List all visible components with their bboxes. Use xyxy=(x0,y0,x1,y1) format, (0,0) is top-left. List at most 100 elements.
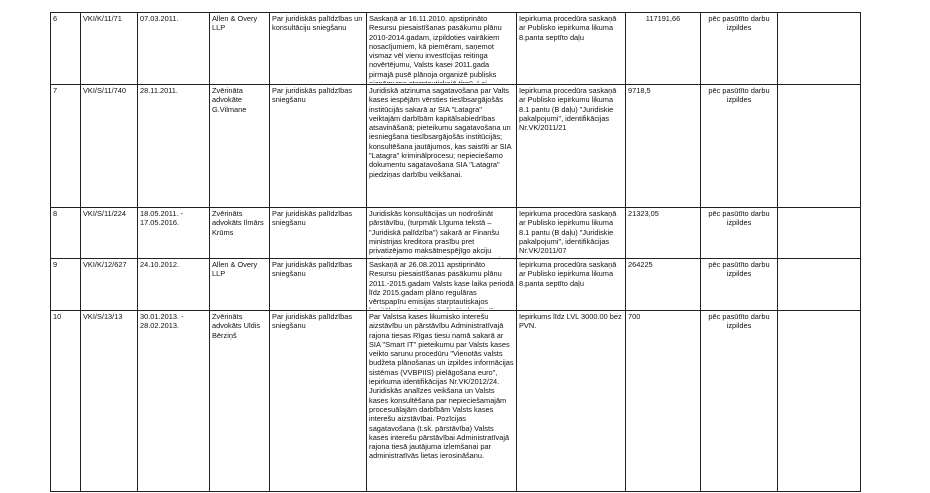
contract-description-text: Saskaņā ar 16.11.2010. apstiprināto Resu… xyxy=(369,14,502,83)
contract-amount: 700 xyxy=(625,310,701,492)
payment-terms: pēc pasūtīto darbu izpildes xyxy=(700,84,778,208)
procurement-procedure: Iepirkuma procedūra saskaņā ar Publisko … xyxy=(516,12,626,85)
payment-terms: pēc pasūtīto darbu izpildes xyxy=(700,207,778,259)
provider-name-text: Zvērināts advokāts Uldis Bērziņš xyxy=(212,312,261,340)
contract-amount: 117191,66 xyxy=(625,12,701,85)
procurement-procedure: Iepirkuma procedūra saskaņā ar Publisko … xyxy=(516,84,626,208)
row-number-text: 7 xyxy=(53,86,58,95)
note-cell xyxy=(777,84,861,208)
row-number-text: 10 xyxy=(53,312,62,321)
procurement-procedure-text: Iepirkuma procedūra saskaņā ar Publisko … xyxy=(519,14,617,42)
contract-id: VKI/K/12/627 xyxy=(80,258,138,311)
contract-description-text: Juridiskās konsultācijas un nodrošināt p… xyxy=(369,209,507,257)
contract-description: Saskaņā ar 16.11.2010. apstiprināto Resu… xyxy=(366,12,517,85)
payment-terms-text: pēc pasūtīto darbu izpildes xyxy=(708,209,770,228)
contract-id: VKI/S/11/740 xyxy=(80,84,138,208)
contract-amount-text: 21323,05 xyxy=(628,209,659,218)
contract-amount-text: 264225 xyxy=(628,260,653,269)
contract-description: Saskaņā ar 26.08.2011 apstiprināto Resur… xyxy=(366,258,517,311)
note-cell-text xyxy=(780,312,858,490)
contract-description-text: Saskaņā ar 26.08.2011 apstiprināto Resur… xyxy=(369,260,514,309)
procurement-procedure-text: Iepirkuma procedūra saskaņā ar Publisko … xyxy=(519,86,617,133)
provider-name-text: Zvērināts advokāts Ilmārs Krūms xyxy=(212,209,264,237)
row-number: 8 xyxy=(50,207,81,259)
payment-terms: pēc pasūtīto darbu izpildes xyxy=(700,310,778,492)
row-number-text: 9 xyxy=(53,260,58,269)
contract-description: Par Valstsa kases likumisko interešu aiz… xyxy=(366,310,517,492)
contract-date-text: 07.03.2011. xyxy=(140,14,179,23)
note-cell xyxy=(777,258,861,311)
contract-date: 07.03.2011. xyxy=(137,12,210,85)
contract-id-text: VKI/K/12/627 xyxy=(83,260,127,269)
contract-subject: Par juridiskās palīdzības sniegšanu xyxy=(269,207,367,259)
contract-date-text: 18.05.2011. - 17.05.2016. xyxy=(140,209,184,228)
note-cell-text xyxy=(780,209,858,257)
contract-subject-text: Par juridiskās palīdzības sniegšanu xyxy=(272,86,353,105)
provider-name: Allen & Overy LLP xyxy=(209,258,270,311)
table-row: 9 VKI/K/12/627 24.10.2012. Allen & Overy LL… xyxy=(50,258,861,311)
contract-date-text: 24.10.2012. xyxy=(140,260,180,269)
contract-amount: 264225 xyxy=(625,258,701,311)
payment-terms: pēc pasūtīto darbu izpildes xyxy=(700,258,778,311)
contract-date-text: 28.11.2011. xyxy=(140,86,178,95)
contract-amount: 9718,5 xyxy=(625,84,701,208)
row-number: 10 xyxy=(50,310,81,492)
procurement-procedure-text: Iepirkums līdz LVL 3000.00 bez PVN. xyxy=(519,312,622,331)
contract-date-text: 30.01.2013. - 28.02.2013. xyxy=(140,312,184,331)
payment-terms-text: pēc pasūtīto darbu izpildes xyxy=(708,14,770,33)
note-cell-text xyxy=(780,14,858,83)
row-number-text: 8 xyxy=(53,209,58,218)
contract-subject: Par juridiskās palīdzības sniegšanu xyxy=(269,310,367,492)
provider-name: Zvērināts advokāts Uldis Bērziņš xyxy=(209,310,270,492)
note-cell xyxy=(777,310,861,492)
payment-terms-text: pēc pasūtīto darbu izpildes xyxy=(708,260,770,279)
contract-id: VKI/S/11/224 xyxy=(80,207,138,259)
contract-subject-text: Par juridiskās palīdzības un konsultācij… xyxy=(272,14,363,33)
contract-subject-text: Par juridiskās palīdzības sniegšanu xyxy=(272,312,353,331)
note-cell xyxy=(777,12,861,85)
contract-date: 24.10.2012. xyxy=(137,258,210,311)
note-cell xyxy=(777,207,861,259)
contract-description-text: Par Valstsa kases likumisko interešu aiz… xyxy=(369,312,514,461)
contract-id: VKI/K/11/71 xyxy=(80,12,138,85)
provider-name: Allen & Overy LLP xyxy=(209,12,270,85)
contract-id-text: VKI/K/11/71 xyxy=(83,14,122,23)
row-number-text: 6 xyxy=(53,14,58,23)
payment-terms-text: pēc pasūtīto darbu izpildes xyxy=(708,312,770,331)
table-row: 10 VKI/S/13/13 30.01.2013. - 28.02.2013. Zv… xyxy=(50,310,861,492)
provider-name-text: Zvērināta advokāte G.Vilmane xyxy=(212,86,247,114)
contract-description-text: Juridiskā atzinuma sagatavošana par Valt… xyxy=(369,86,512,179)
contracts-table: 6 VKI/K/11/71 07.03.2011. Allen & Overy LLP… xyxy=(50,12,861,492)
contract-subject: Par juridiskās palīdzības un konsultācij… xyxy=(269,12,367,85)
contract-subject-text: Par juridiskās palīdzības sniegšanu xyxy=(272,260,353,279)
contract-date: 18.05.2011. - 17.05.2016. xyxy=(137,207,210,259)
contract-date: 28.11.2011. xyxy=(137,84,210,208)
contract-id-text: VKI/S/13/13 xyxy=(83,312,123,321)
row-number: 7 xyxy=(50,84,81,208)
provider-name-text: Allen & Overy LLP xyxy=(212,260,258,279)
row-number: 6 xyxy=(50,12,81,85)
contract-subject-text: Par juridiskās palīdzības sniegšanu xyxy=(272,209,353,228)
procurement-procedure: Iepirkums līdz LVL 3000.00 bez PVN. xyxy=(516,310,626,492)
procurement-procedure: Iepirkuma procedūra saskaņā ar Publisko … xyxy=(516,258,626,311)
provider-name: Zvērināta advokāte G.Vilmane xyxy=(209,84,270,208)
contract-amount-text: 9718,5 xyxy=(628,86,651,95)
contract-description: Juridiskās konsultācijas un nodrošināt p… xyxy=(366,207,517,259)
contract-amount-text: 117191,66 xyxy=(645,14,681,23)
contract-id-text: VKI/S/11/224 xyxy=(83,209,127,218)
table-row: 6 VKI/K/11/71 07.03.2011. Allen & Overy LLP… xyxy=(50,12,861,85)
contract-amount-text: 700 xyxy=(628,312,641,321)
procurement-procedure-text: Iepirkuma procedūra saskaņā ar Publisko … xyxy=(519,209,617,256)
provider-name: Zvērināts advokāts Ilmārs Krūms xyxy=(209,207,270,259)
note-cell-text xyxy=(780,86,858,206)
contract-subject: Par juridiskās palīdzības sniegšanu xyxy=(269,84,367,208)
contract-description: Juridiskā atzinuma sagatavošana par Valt… xyxy=(366,84,517,208)
table-row: 8 VKI/S/11/224 18.05.2011. - 17.05.2016. Zv… xyxy=(50,207,861,259)
payment-terms: pēc pasūtīto darbu izpildes xyxy=(700,12,778,85)
procurement-procedure-text: Iepirkuma procedūra saskaņā ar Publisko … xyxy=(519,260,617,288)
row-number: 9 xyxy=(50,258,81,311)
contract-id-text: VKI/S/11/740 xyxy=(83,86,127,95)
table-row: 7 VKI/S/11/740 28.11.2011. Zvērināta advokā… xyxy=(50,84,861,208)
contract-id: VKI/S/13/13 xyxy=(80,310,138,492)
contract-date: 30.01.2013. - 28.02.2013. xyxy=(137,310,210,492)
